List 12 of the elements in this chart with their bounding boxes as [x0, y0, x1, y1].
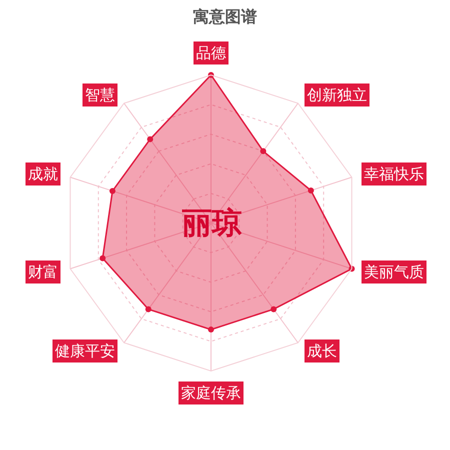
spoke-label: 健康平安 — [55, 342, 115, 360]
spoke-label: 成就 — [28, 165, 58, 183]
spoke-label: 成长 — [307, 342, 337, 360]
spoke-label: 家庭传承 — [181, 384, 241, 402]
text: 丽琼 — [181, 206, 242, 241]
chart-title: 寓意图谱 — [193, 7, 257, 26]
spoke-label: 智慧 — [85, 86, 115, 104]
spoke-label: 品德 — [196, 44, 226, 62]
spoke-label: 美丽气质 — [364, 263, 424, 281]
spoke-label: 财富 — [28, 263, 58, 281]
spoke-label: 幸福快乐 — [364, 165, 424, 183]
spoke-label: 创新独立 — [307, 86, 367, 104]
